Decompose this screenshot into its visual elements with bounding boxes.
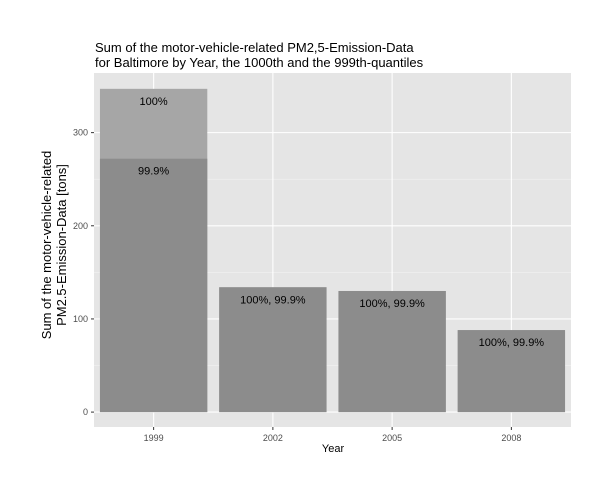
- x-tick-label: 2008: [501, 433, 521, 443]
- bar-2005-series-1: [338, 290, 446, 413]
- chart-title-line-2: for Baltimore by Year, the 1000th and th…: [95, 55, 424, 70]
- bars: [99, 88, 566, 413]
- bar-2002-series-1: [219, 287, 327, 413]
- y-tick-label: 100: [73, 314, 88, 324]
- x-axis: 1999 2002 2005 2008: [144, 427, 521, 443]
- chart-title-line-1: Sum of the motor-vehicle-related PM2,5-E…: [95, 40, 414, 55]
- y-axis-title-line-2: PM2.5-Emission-Data [tons]: [54, 164, 69, 326]
- y-tick-label: 200: [73, 221, 88, 231]
- x-tick-label: 2005: [382, 433, 402, 443]
- bar-labels: 100% 99.9% 100%, 99.9% 100%, 99.9% 100%, 99.…: [138, 96, 544, 349]
- x-axis-title: Year: [322, 443, 345, 455]
- bar-label: 100%, 99.9%: [240, 294, 306, 306]
- bar-label: 100%, 99.9%: [479, 337, 545, 349]
- y-tick-label: 300: [73, 128, 88, 138]
- bar-label: 100%, 99.9%: [359, 298, 425, 310]
- y-tick-label: 0: [83, 407, 88, 417]
- y-axis: 0 100 200 300: [73, 128, 94, 417]
- bar-2008-series-1: [457, 330, 566, 413]
- bar-label: 99.9%: [138, 166, 169, 178]
- bar-label: 100%: [140, 96, 168, 108]
- y-axis-title: Sum of the motor-vehicle-related PM2.5-E…: [39, 151, 69, 340]
- bar-1999-series-1: [99, 158, 208, 413]
- x-tick-label: 2002: [263, 433, 283, 443]
- x-tick-label: 1999: [144, 433, 164, 443]
- y-axis-title-line-1: Sum of the motor-vehicle-related: [39, 151, 54, 340]
